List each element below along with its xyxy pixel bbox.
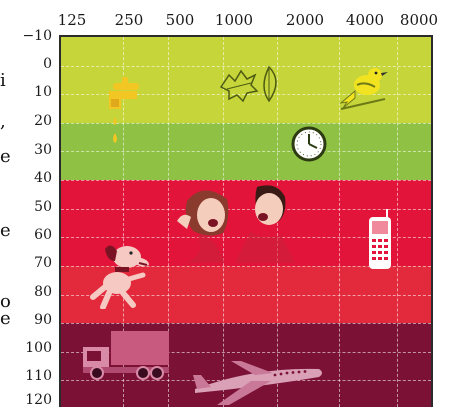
x-tick-label: 125	[42, 11, 102, 29]
y-tick-label: 60	[34, 227, 52, 243]
dripping-faucet-icon	[103, 77, 147, 149]
y-tick-label: 0	[43, 56, 52, 72]
horizontal-gridline	[61, 323, 431, 324]
text-fragment: ,	[0, 113, 6, 131]
y-tick-label: 110	[25, 368, 52, 384]
conversation-people-icon	[173, 181, 303, 265]
x-tick-label: 500	[150, 11, 210, 29]
y-tick-label: 100	[25, 340, 52, 356]
text-fragment: e	[0, 148, 11, 166]
text-fragment: i	[0, 72, 6, 90]
x-tick-label: 4000	[335, 11, 395, 29]
ticking-clock-icon	[290, 125, 328, 163]
airplane-icon	[191, 359, 325, 407]
sound-level-chart	[59, 35, 433, 407]
y-tick-label: 80	[34, 284, 52, 300]
y-tick-label: 90	[34, 312, 52, 328]
horizontal-gridline	[61, 151, 431, 152]
y-tick-label: 20	[34, 113, 52, 129]
x-tick-label: 8000	[389, 11, 449, 29]
x-tick-label: 1000	[204, 11, 264, 29]
text-fragment: e	[0, 310, 11, 328]
x-tick-label: 2000	[275, 11, 335, 29]
y-tick-label: 70	[34, 255, 52, 271]
truck-icon	[81, 329, 171, 381]
text-fragment: e	[0, 222, 11, 240]
barking-dog-icon	[87, 239, 153, 309]
y-tick-label: 30	[34, 142, 52, 158]
rustling-leaves-icon	[217, 63, 287, 103]
songbird-icon	[337, 63, 391, 111]
y-tick-label: 120	[25, 392, 52, 408]
y-tick-label: 10	[34, 84, 52, 100]
mobile-phone-icon	[367, 209, 393, 271]
y-tick-label: 50	[34, 199, 52, 215]
y-tick-label: 40	[34, 170, 52, 186]
y-tick-label: −10	[22, 28, 52, 44]
